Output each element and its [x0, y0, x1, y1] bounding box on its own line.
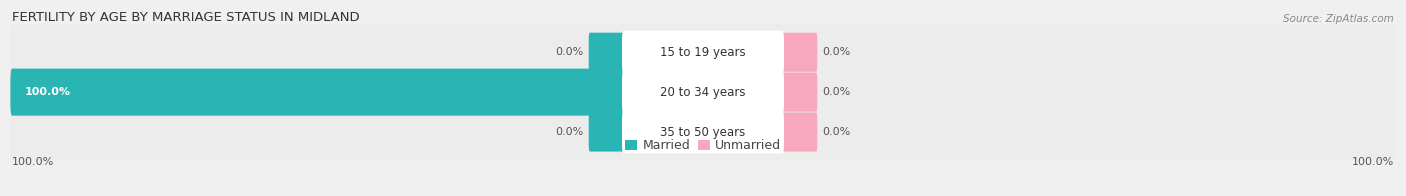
Text: 35 to 50 years: 35 to 50 years [661, 125, 745, 139]
FancyBboxPatch shape [782, 113, 817, 152]
FancyBboxPatch shape [10, 64, 1396, 120]
FancyBboxPatch shape [10, 104, 1396, 160]
FancyBboxPatch shape [621, 31, 785, 74]
Text: 100.0%: 100.0% [13, 157, 55, 167]
Text: 0.0%: 0.0% [555, 47, 583, 57]
FancyBboxPatch shape [589, 113, 624, 152]
Text: 100.0%: 100.0% [24, 87, 70, 97]
FancyBboxPatch shape [782, 33, 817, 72]
Text: FERTILITY BY AGE BY MARRIAGE STATUS IN MIDLAND: FERTILITY BY AGE BY MARRIAGE STATUS IN M… [13, 11, 360, 24]
Text: 0.0%: 0.0% [823, 87, 851, 97]
Text: 0.0%: 0.0% [555, 127, 583, 137]
Text: 0.0%: 0.0% [823, 47, 851, 57]
FancyBboxPatch shape [621, 71, 785, 114]
FancyBboxPatch shape [621, 111, 785, 153]
FancyBboxPatch shape [782, 73, 817, 112]
Legend: Married, Unmarried: Married, Unmarried [620, 134, 786, 157]
Text: 15 to 19 years: 15 to 19 years [661, 46, 745, 59]
FancyBboxPatch shape [10, 24, 1396, 81]
Text: 20 to 34 years: 20 to 34 years [661, 86, 745, 99]
Text: 0.0%: 0.0% [823, 127, 851, 137]
FancyBboxPatch shape [589, 33, 624, 72]
FancyBboxPatch shape [10, 69, 626, 116]
Text: Source: ZipAtlas.com: Source: ZipAtlas.com [1284, 14, 1393, 24]
FancyBboxPatch shape [589, 73, 624, 112]
Text: 100.0%: 100.0% [1351, 157, 1393, 167]
